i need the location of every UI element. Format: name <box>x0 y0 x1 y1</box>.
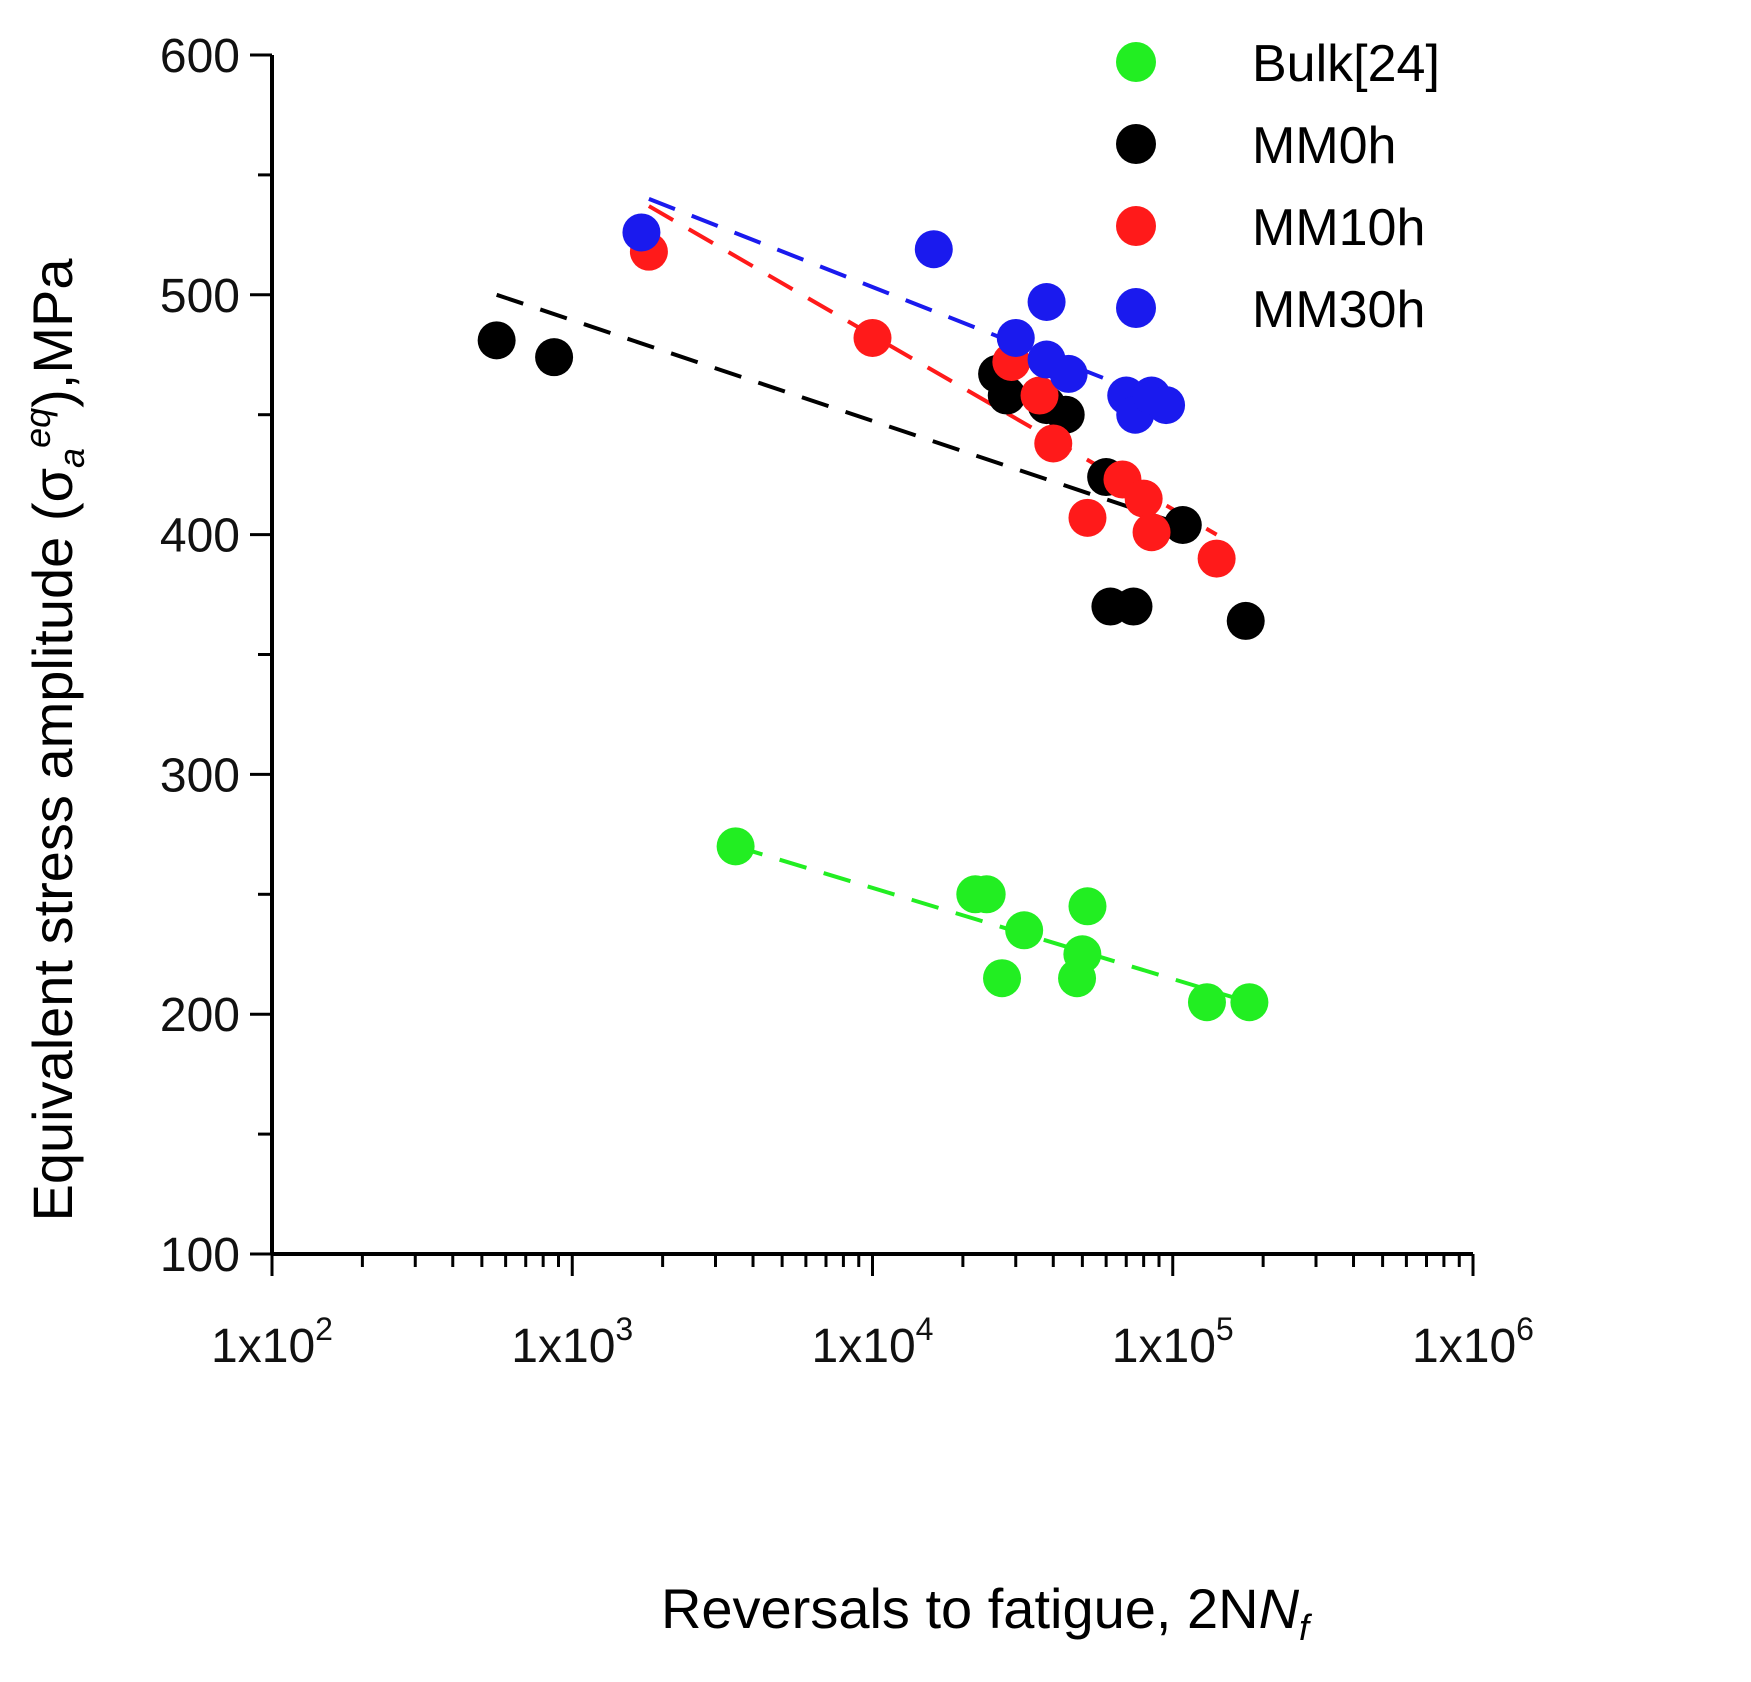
point-mm0h <box>987 376 1026 415</box>
legend-marker-mm10h <box>1116 206 1156 246</box>
legend: Bulk[24] MM0h MM10h MM30h <box>1116 35 1440 339</box>
point-mm10h <box>853 318 892 357</box>
point-bulk-24 <box>716 827 755 866</box>
x-tick-base: 1x10 <box>812 1320 916 1373</box>
point-mm30h <box>1049 354 1088 393</box>
point-bulk-24 <box>1063 935 1102 974</box>
point-mm30h <box>1147 386 1186 425</box>
x-tick-label: 1x102 <box>211 1311 333 1373</box>
legend-marker-mm0h <box>1116 124 1156 164</box>
legend-label-mm30h: MM30h <box>1252 281 1425 339</box>
point-bulk-24 <box>1005 911 1044 950</box>
y-axis-title-sub: a <box>51 448 92 468</box>
point-mm0h <box>1046 395 1085 434</box>
y-tick-label: 200 <box>160 989 240 1042</box>
x-axis-title: Reversals to fatigue, 2NNf <box>661 1577 1313 1648</box>
y-axis-title: Equivalent stress amplitude (σaeq),MPa <box>17 258 92 1222</box>
legend-marker-bulk-24 <box>1116 42 1156 82</box>
legend-label-bulk-24: Bulk[24] <box>1252 35 1440 93</box>
y-tick-label: 100 <box>160 1229 240 1282</box>
legend-marker-mm30h <box>1116 288 1156 328</box>
point-mm10h <box>1132 513 1171 552</box>
point-mm10h <box>1124 479 1163 518</box>
x-tick-label: 1x103 <box>511 1311 633 1373</box>
point-bulk-24 <box>983 959 1022 998</box>
point-mm30h <box>622 213 661 252</box>
point-mm10h <box>1034 424 1073 463</box>
x-tick-base: 1x10 <box>211 1320 315 1373</box>
x-tick-exponent: 6 <box>1516 1311 1534 1347</box>
point-bulk-24 <box>1068 887 1107 926</box>
x-tick-label: 1x105 <box>1112 1311 1234 1373</box>
point-bulk-24 <box>1230 983 1269 1022</box>
x-axis-title-N: N <box>1259 1577 1300 1640</box>
point-mm0h <box>1114 587 1153 626</box>
y-tick-label: 400 <box>160 510 240 563</box>
fit-line-mm0h <box>496 292 1184 527</box>
y-tick-label: 500 <box>160 270 240 323</box>
point-mm30h <box>914 230 953 269</box>
y-axis-title-tail: ),MPa <box>21 258 84 408</box>
y-tick-label: 600 <box>160 30 240 83</box>
legend-label-mm10h: MM10h <box>1252 199 1425 257</box>
y-tick-label: 300 <box>160 749 240 802</box>
point-mm0h <box>1163 506 1202 545</box>
x-tick-label: 1x106 <box>1412 1311 1534 1373</box>
point-bulk-24 <box>967 875 1006 914</box>
x-axis-title-subscript: f <box>1299 1607 1313 1648</box>
x-tick-exponent: 2 <box>315 1311 333 1347</box>
fit-line-mm10h <box>647 204 1218 537</box>
data-points <box>477 213 1269 1022</box>
x-tick-base: 1x10 <box>1112 1320 1216 1373</box>
x-tick-exponent: 5 <box>1216 1311 1234 1347</box>
point-mm10h <box>1020 376 1059 415</box>
point-mm0h <box>477 321 516 360</box>
point-mm30h <box>996 318 1035 357</box>
point-mm10h <box>1068 498 1107 537</box>
legend-label-mm0h: MM0h <box>1252 117 1396 175</box>
point-mm30h <box>1027 282 1066 321</box>
x-tick-base: 1x10 <box>511 1320 615 1373</box>
point-mm0h <box>1226 601 1265 640</box>
y-axis-title-sup: eq <box>17 408 58 448</box>
point-mm0h <box>535 338 574 377</box>
x-tick-exponent: 4 <box>916 1311 934 1347</box>
x-tick-label: 1x104 <box>812 1311 934 1373</box>
x-tick-exponent: 3 <box>615 1311 633 1347</box>
point-mm10h <box>1197 539 1236 578</box>
x-tick-base: 1x10 <box>1412 1320 1516 1373</box>
point-bulk-24 <box>1187 983 1226 1022</box>
